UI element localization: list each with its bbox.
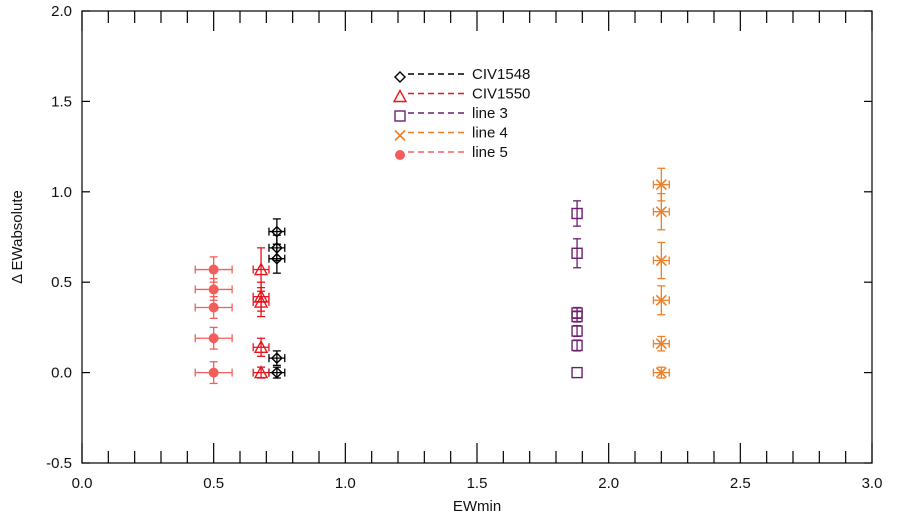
- point-marker: [655, 206, 667, 218]
- x-tick-label: 2.5: [730, 475, 751, 492]
- point-marker: [253, 365, 269, 379]
- legend-label: line 5: [472, 144, 508, 161]
- legend-marker: [394, 110, 406, 122]
- series-1: [268, 218, 286, 379]
- legend-item: line 5: [395, 144, 508, 161]
- point-marker: [571, 325, 583, 337]
- point-marker: [208, 264, 219, 275]
- data-point: [194, 361, 233, 385]
- point-marker: [571, 307, 583, 319]
- series-4: [652, 167, 670, 379]
- legend-marker: [392, 89, 408, 103]
- tick-labels-layer: 0.0 0.5 1.0 1.5 2.0 2.5 3.0-0.50.00.51.01.52.0: [46, 3, 882, 492]
- point-marker: [270, 352, 283, 365]
- point-marker: [571, 207, 583, 220]
- legend-marker: [395, 150, 405, 160]
- legend-label: line 4: [472, 125, 508, 142]
- data-point: [571, 306, 583, 320]
- data-point: [652, 366, 670, 379]
- x-tick-label: 0.5: [203, 475, 224, 492]
- point-marker: [208, 284, 219, 295]
- point-marker: [208, 333, 219, 344]
- point-marker: [655, 367, 667, 379]
- y-tick-label: 1.0: [51, 184, 72, 201]
- data-point: [652, 167, 670, 202]
- data-point: [252, 247, 270, 292]
- point-marker: [208, 302, 219, 313]
- y-axis-title: Δ EWabsolute: [9, 190, 26, 284]
- legend-label: CIV1550: [472, 86, 530, 103]
- data-point: [571, 324, 583, 338]
- legend-item: line 4: [394, 125, 508, 142]
- series-5: [194, 256, 233, 385]
- data-point: [652, 285, 670, 316]
- data-point: [652, 335, 670, 352]
- series-layer: [194, 167, 670, 385]
- series-3: [571, 200, 583, 379]
- x-tick-label: 1.5: [467, 475, 488, 492]
- ticks-layer: [81, 10, 873, 464]
- y-tick-label: 0.0: [51, 365, 72, 382]
- point-marker: [571, 339, 583, 352]
- legend-item: CIV1550: [392, 86, 530, 103]
- point-marker: [208, 367, 219, 378]
- point-marker: [655, 338, 667, 350]
- legend-marker: [394, 71, 406, 83]
- data-point: [252, 365, 270, 379]
- x-tick-label: 0.0: [72, 475, 93, 492]
- legend-item: CIV1548: [394, 66, 530, 83]
- y-tick-label: -0.5: [46, 455, 72, 472]
- point-marker: [270, 241, 283, 254]
- legend-label: line 3: [472, 105, 508, 122]
- data-point: [571, 200, 583, 227]
- legend: CIV1548 CIV1550 line 3 line 4 line 5: [392, 66, 530, 161]
- legend-label: CIV1548: [472, 66, 530, 83]
- point-marker: [270, 252, 283, 265]
- legend-item: line 3: [394, 105, 508, 122]
- point-marker: [270, 225, 283, 238]
- data-point: [268, 350, 286, 367]
- y-tick-label: 1.5: [51, 93, 72, 110]
- point-marker: [253, 262, 269, 276]
- data-point: [571, 238, 583, 269]
- series-2: [252, 247, 270, 379]
- y-tick-label: 2.0: [51, 3, 72, 20]
- data-point: [268, 366, 286, 379]
- point-marker: [655, 254, 667, 267]
- point-marker: [571, 247, 583, 259]
- data-point: [252, 337, 270, 357]
- point-marker: [253, 339, 269, 353]
- data-point: [652, 241, 670, 280]
- data-point: [268, 218, 286, 245]
- point-marker: [655, 179, 667, 191]
- point-marker: [655, 294, 667, 306]
- y-tick-label: 0.5: [51, 274, 72, 291]
- point-marker: [270, 366, 283, 379]
- x-axis-title: EWmin: [453, 498, 501, 515]
- data-point: [571, 366, 583, 379]
- point-marker: [571, 366, 583, 379]
- data-point: [571, 339, 583, 352]
- x-tick-label: 3.0: [862, 475, 883, 492]
- data-point: [194, 256, 233, 283]
- point-marker: [253, 289, 269, 303]
- data-point: [194, 326, 233, 350]
- x-tick-label: 2.0: [598, 475, 619, 492]
- legend-marker: [394, 129, 406, 142]
- x-tick-label: 1.0: [335, 475, 356, 492]
